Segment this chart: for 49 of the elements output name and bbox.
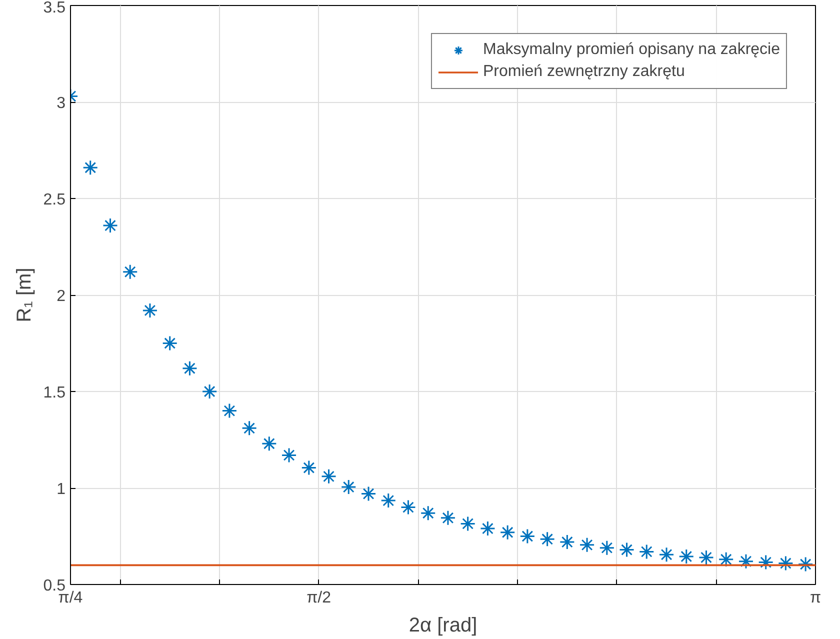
point (480, 520, 496, 536)
point (340, 479, 356, 495)
point (658, 546, 674, 562)
point (420, 505, 436, 521)
point (82, 160, 98, 176)
point (678, 548, 694, 564)
y-tick-label: 2 (56, 288, 66, 305)
point (142, 302, 158, 318)
point (758, 554, 774, 570)
point (460, 516, 476, 532)
y-tick-label: 1 (56, 481, 66, 498)
point (738, 554, 754, 570)
point (778, 556, 794, 572)
point (500, 524, 516, 540)
point (360, 486, 376, 502)
y-tick-label: 2.5 (43, 192, 66, 208)
point (619, 542, 635, 558)
point (261, 436, 277, 452)
point (281, 447, 297, 463)
point (162, 336, 178, 351)
point (599, 540, 615, 556)
point (540, 531, 556, 547)
point (579, 537, 595, 553)
point (182, 360, 198, 376)
point (242, 420, 258, 436)
point (321, 468, 337, 484)
point (798, 556, 814, 572)
point (222, 403, 238, 419)
point (102, 218, 118, 234)
point (718, 552, 734, 568)
point (440, 510, 456, 526)
y-axis-title: R₁ [m] (13, 268, 36, 322)
legend-label: Maksymalny promień opisany na zakręcie (482, 41, 780, 59)
y-tick-label: 3.5 (43, 0, 66, 16)
point (202, 384, 218, 400)
point (400, 500, 416, 516)
point (520, 528, 536, 544)
point (380, 492, 396, 508)
point (698, 550, 714, 566)
point (301, 460, 317, 476)
x-axis-title: 2α [rad] (408, 614, 478, 636)
x-tick-label: π/2 (306, 590, 332, 606)
point (638, 544, 654, 560)
point (559, 534, 575, 550)
point (122, 264, 138, 280)
legend-label: Promień zewnętrzny zakrętu (482, 63, 685, 81)
y-tick-label: 1.5 (43, 384, 66, 402)
y-tick-label: 3 (56, 95, 66, 112)
x-tick-label: π (810, 590, 822, 606)
